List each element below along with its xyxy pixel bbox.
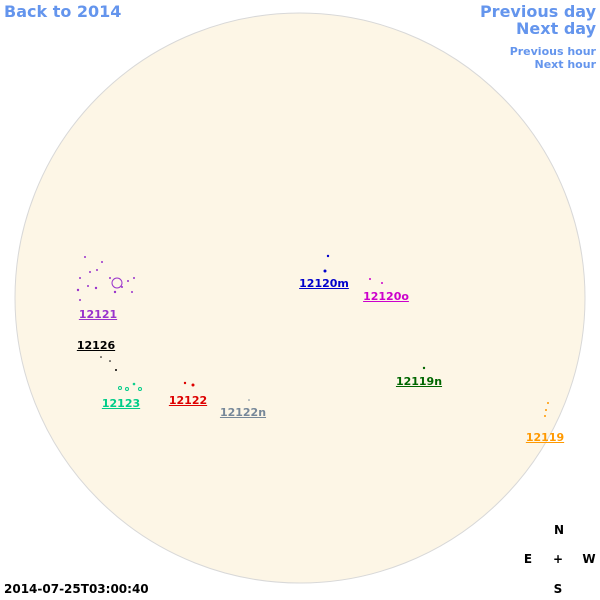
solar-disk <box>14 12 586 584</box>
spots-12119 <box>544 402 549 417</box>
region-label[interactable]: 12120o <box>363 290 409 303</box>
next-day-link[interactable]: Next day <box>516 19 596 38</box>
spots-12121 <box>76 256 135 301</box>
spots-12120m <box>323 254 330 273</box>
previous-hour-link[interactable]: Previous hour <box>509 45 596 58</box>
next-hour-link[interactable]: Next hour <box>534 58 597 71</box>
region-label[interactable]: 12123 <box>101 397 141 410</box>
previous-day-link[interactable]: Previous day <box>479 2 596 21</box>
region-label[interactable]: 12121 <box>78 308 118 321</box>
region-label[interactable]: 12126 <box>76 339 116 352</box>
spots-12119n <box>422 366 426 370</box>
region-label[interactable]: 12122n <box>219 406 267 419</box>
spots-12122n <box>248 399 250 401</box>
timestamp: 2014-07-25T03:00:40 <box>4 582 149 596</box>
spots-12122 <box>183 381 195 387</box>
compass-west: W <box>582 552 596 566</box>
spots-12120o <box>369 278 383 284</box>
compass-center: + <box>552 552 564 566</box>
compass-north: N <box>553 523 565 537</box>
back-link[interactable]: Back to 2014 <box>4 2 122 21</box>
spots-12123 <box>118 382 142 391</box>
spots-12126 <box>100 356 117 371</box>
region-label[interactable]: 12122 <box>168 394 208 407</box>
compass-south: S <box>553 582 563 596</box>
compass-east: E <box>523 552 533 566</box>
region-label[interactable]: 12119n <box>395 375 443 388</box>
region-label[interactable]: 12119 <box>525 431 565 444</box>
region-label[interactable]: 12120m <box>299 277 349 290</box>
